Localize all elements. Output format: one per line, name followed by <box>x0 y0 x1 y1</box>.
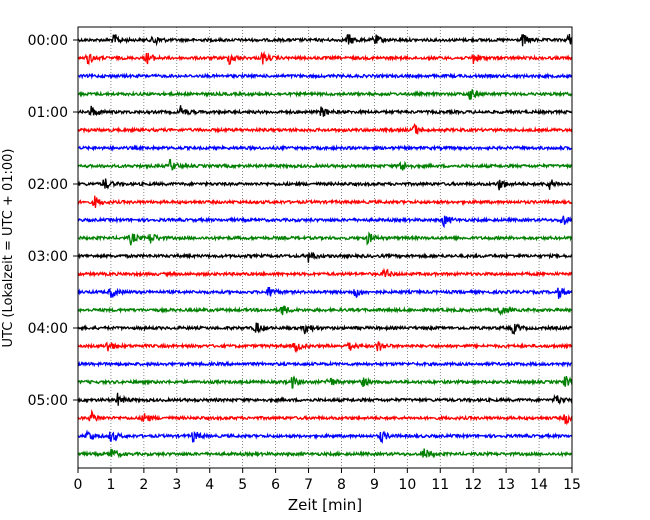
y-tick-label: 04:00 <box>28 321 68 337</box>
trace-0015 <box>77 50 573 66</box>
x-axis: 0 1 2 3 4 5 6 7 8 9 10 11 12 13 14 15 <box>74 468 581 493</box>
x-tick-label: 7 <box>304 477 313 493</box>
trace-0500 <box>77 392 573 406</box>
x-tick-label: 6 <box>271 477 280 493</box>
traces <box>77 33 573 459</box>
x-axis-label: Zeit [min] <box>288 496 362 514</box>
y-tick-label: 01:00 <box>28 105 68 121</box>
y-tick-label: 03:00 <box>28 249 68 265</box>
y-tick-label: 02:00 <box>28 177 68 193</box>
y-tick-label: 00:00 <box>28 33 68 49</box>
plot-frame <box>77 26 573 469</box>
trace-0245 <box>78 231 573 246</box>
y-tick-label: 05:00 <box>28 393 68 409</box>
trace-0215 <box>77 195 572 208</box>
x-tick-label: 8 <box>337 477 346 493</box>
x-tick-label: 4 <box>205 477 214 493</box>
x-tick-label: 11 <box>431 477 449 493</box>
x-tick-label: 3 <box>172 477 181 493</box>
x-tick-label: 14 <box>530 477 548 493</box>
trace-0300 <box>77 251 573 263</box>
trace-0200 <box>77 178 573 191</box>
x-tick-label: 1 <box>106 477 115 493</box>
x-tick-label: 10 <box>398 477 416 493</box>
trace-0030 <box>77 72 573 80</box>
trace-0100 <box>77 105 573 117</box>
y-axis-label: UTC (Lokalzeit = UTC + 01:00) <box>1 149 16 348</box>
trace-0230 <box>77 215 573 229</box>
x-tick-label: 5 <box>238 477 247 493</box>
trace-0000 <box>77 33 573 47</box>
trace-0130 <box>77 144 572 152</box>
x-tick-label: 0 <box>74 477 83 493</box>
trace-0415 <box>77 341 573 354</box>
y-axis: 00:00 01:00 02:00 03:00 04:00 05:00 <box>28 33 78 409</box>
trace-0545 <box>77 448 572 459</box>
trace-0045 <box>77 89 573 100</box>
x-tick-label: 13 <box>497 477 515 493</box>
trace-0330 <box>77 287 573 299</box>
x-tick-label: 2 <box>139 477 148 493</box>
x-tick-label: 9 <box>370 477 379 493</box>
trace-0400 <box>77 322 573 335</box>
trace-0445 <box>77 375 573 389</box>
x-tick-label: 12 <box>464 477 482 493</box>
grid <box>110 27 540 468</box>
trace-0315 <box>77 267 573 278</box>
trace-0115 <box>77 123 573 135</box>
trace-0530 <box>77 429 573 445</box>
trace-0430 <box>77 360 573 368</box>
x-tick-label: 15 <box>563 477 581 493</box>
trace-0145 <box>77 159 573 171</box>
trace-0345 <box>77 305 573 317</box>
trace-0515 <box>77 409 573 426</box>
